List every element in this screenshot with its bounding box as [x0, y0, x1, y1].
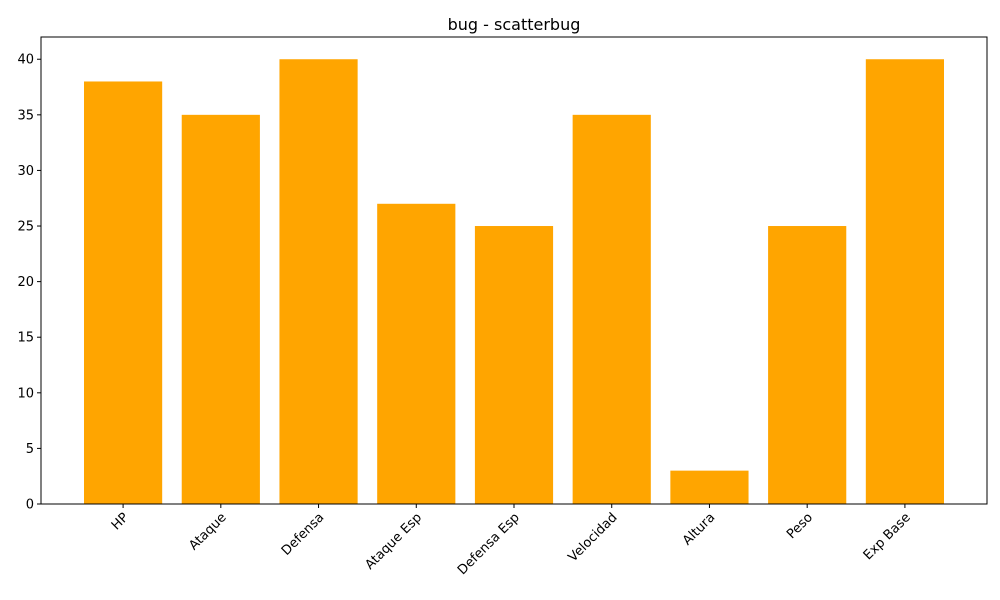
x-tick-label: Velocidad [566, 510, 621, 565]
x-tick-label: Ataque [186, 510, 229, 553]
bar-velocidad [572, 114, 651, 504]
bars-group [84, 59, 944, 505]
bar-ataque [181, 114, 260, 504]
chart-title: bug - scatterbug [448, 15, 581, 34]
y-tick-label: 25 [17, 220, 34, 235]
bar-hp [84, 81, 163, 504]
y-tick-label: 30 [17, 164, 34, 179]
x-tick-label: Altura [680, 510, 718, 548]
bar-altura [670, 470, 749, 504]
x-tick-label: Defensa Esp [455, 510, 523, 578]
x-tick-label: HP [109, 510, 132, 533]
y-tick-label: 20 [17, 275, 34, 290]
bar-defensa-esp [474, 226, 554, 504]
x-axis: HP Ataque Defensa Ataque Esp Defensa Esp Velo… [109, 504, 914, 578]
plot-frame [40, 36, 988, 505]
y-tick-label: 5 [26, 442, 34, 457]
y-tick-label: 15 [17, 331, 34, 346]
x-tick-label: Defensa [279, 510, 327, 558]
y-tick-label: 0 [26, 498, 34, 513]
bar-exp-base [865, 59, 944, 504]
y-tick-label: 40 [17, 53, 34, 68]
y-tick-label: 10 [17, 386, 34, 401]
y-axis: 0 5 10 15 20 25 30 35 40 [17, 53, 41, 513]
x-tick-label: Peso [784, 510, 816, 542]
y-tick-label: 35 [17, 108, 34, 123]
bar-peso [768, 226, 847, 504]
bar-ataque-esp [377, 203, 456, 505]
bar-defensa [279, 59, 358, 504]
x-tick-label: Ataque Esp [362, 510, 425, 573]
x-tick-label: Exp Base [861, 510, 914, 563]
